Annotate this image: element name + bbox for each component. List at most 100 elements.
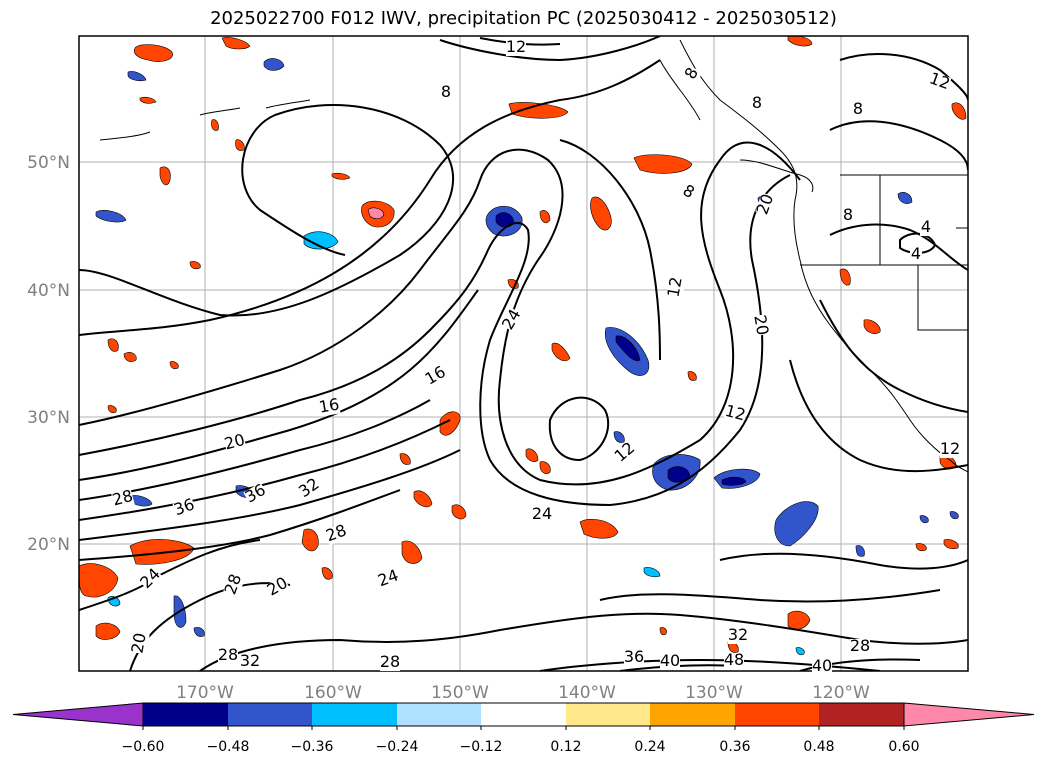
colorbar-tick: 0.36 [719, 739, 750, 755]
map-frame [78, 35, 969, 672]
lat-label: 50°N [27, 153, 70, 173]
contour-label: 8 [752, 93, 762, 112]
contour-label: 16 [317, 394, 340, 416]
contour-label-bg [500, 307, 525, 333]
contour-label: 4 [911, 244, 921, 263]
contour-label-bg [910, 247, 922, 263]
lat-axis-labels: 50°N 40°N 30°N 20°N [27, 153, 70, 555]
colorbar-tick: −0.48 [207, 739, 250, 755]
contour-label-bg [920, 220, 932, 236]
colorbar-segment [481, 703, 566, 726]
contour-label: 40 [660, 651, 680, 670]
colorbar-segment [143, 703, 228, 726]
contour-label: 20 [750, 313, 772, 336]
contour-label-bg [678, 182, 698, 203]
contour-label: 8 [441, 82, 451, 101]
contour-label-bg [927, 71, 952, 94]
colorbar-tick: −0.36 [291, 739, 334, 755]
contour-label: 40 [812, 656, 832, 675]
contour-label: 12 [663, 275, 685, 298]
coastline [99, 39, 968, 473]
lon-label: 140°W [558, 683, 616, 703]
contour-label-bg [532, 507, 552, 523]
contour-label-bg [940, 442, 960, 458]
contour-label-bg [130, 632, 150, 655]
contour-label-bg [612, 440, 639, 466]
contour-label: 12 [723, 401, 748, 425]
contour-label-bg [172, 497, 197, 520]
contour-label-bg [138, 566, 164, 592]
contour-label-bg [723, 403, 747, 425]
contour-label: 12 [940, 439, 960, 458]
contour-label-bg [660, 654, 680, 670]
contour-label: 28 [380, 652, 400, 671]
lon-axis-labels: 170°W 160°W 150°W 140°W 130°W 120°W [176, 683, 870, 703]
contour-label-bg [852, 102, 864, 118]
colorbar-ticks: −0.60 −0.48 −0.36 −0.24 −0.12 0.12 0.24 … [122, 739, 920, 755]
contour-label-bg [111, 488, 135, 510]
contour-label: 24 [532, 504, 552, 523]
lon-label: 160°W [304, 683, 362, 703]
colorbar-tick: 0.12 [550, 739, 581, 755]
map-background [79, 36, 968, 671]
colorbar [12, 702, 1035, 730]
contour-label: 20 [222, 430, 247, 454]
contour-label: 8 [853, 99, 863, 118]
contour-label: 32 [240, 651, 260, 670]
colorbar-segment [819, 703, 904, 726]
gridlines [79, 36, 968, 671]
colorbar-segment [312, 703, 397, 726]
lon-label: 150°W [431, 683, 489, 703]
contour-label-bg [380, 655, 400, 671]
contour-label-bg [376, 568, 401, 591]
contour-label: 28 [218, 645, 238, 664]
contour-label: 20 [127, 631, 149, 654]
contour-label-bg [724, 653, 744, 669]
contour-label: 48 [724, 650, 744, 669]
contour-label-bg [624, 650, 644, 666]
contour-label: 36 [624, 647, 644, 666]
colorbar-outline [142, 702, 905, 727]
contour-label-bg [218, 648, 238, 664]
contour-label-bg [240, 654, 260, 670]
figure-title: 2025022700 F012 IWV, precipitation PC (2… [210, 8, 837, 29]
colorbar-segment [650, 703, 735, 726]
colorbar-tick: 0.48 [803, 739, 834, 755]
colorbar-tick: 0.24 [634, 739, 665, 755]
colorbar-tick: −0.12 [460, 739, 503, 755]
contour-label: 32 [728, 625, 748, 644]
contour-label-bg [728, 628, 748, 644]
contour-label: 12 [506, 37, 526, 56]
colorbar-segment [566, 703, 650, 726]
contour-label-bg [755, 192, 778, 217]
contour-label-bg [506, 40, 526, 56]
contour-label-bg [243, 482, 269, 507]
contour-label-bg [440, 85, 452, 101]
contour-label-bg [296, 476, 323, 502]
contour-label-bg [223, 432, 247, 454]
colorbar-extend-low [12, 702, 144, 727]
contour-label-bg [423, 364, 449, 389]
lon-label: 120°W [812, 683, 870, 703]
colorbar-tick: −0.24 [376, 739, 419, 755]
contour-label: 8 [843, 205, 853, 224]
contour-label: 28 [110, 486, 135, 510]
contour-label: 4 [921, 217, 931, 236]
contour-label-bg [318, 397, 341, 417]
contour-label-bg [812, 659, 832, 675]
contour-label-bg [850, 639, 870, 655]
contour-label-bg [750, 314, 770, 337]
colorbar-segment [735, 703, 819, 726]
colorbar-segment [397, 703, 481, 726]
precip-blobs [79, 36, 967, 656]
colorbar-segment [228, 703, 312, 726]
lon-label: 170°W [176, 683, 234, 703]
colorbar-tick: 0.60 [888, 739, 919, 755]
contour-label-bg [682, 64, 703, 84]
contour-label-bg [265, 575, 291, 600]
lat-label: 40°N [27, 281, 70, 301]
contour-label-bg [324, 523, 349, 546]
colorbar-tick: −0.60 [122, 739, 165, 755]
lon-label: 130°W [685, 683, 743, 703]
